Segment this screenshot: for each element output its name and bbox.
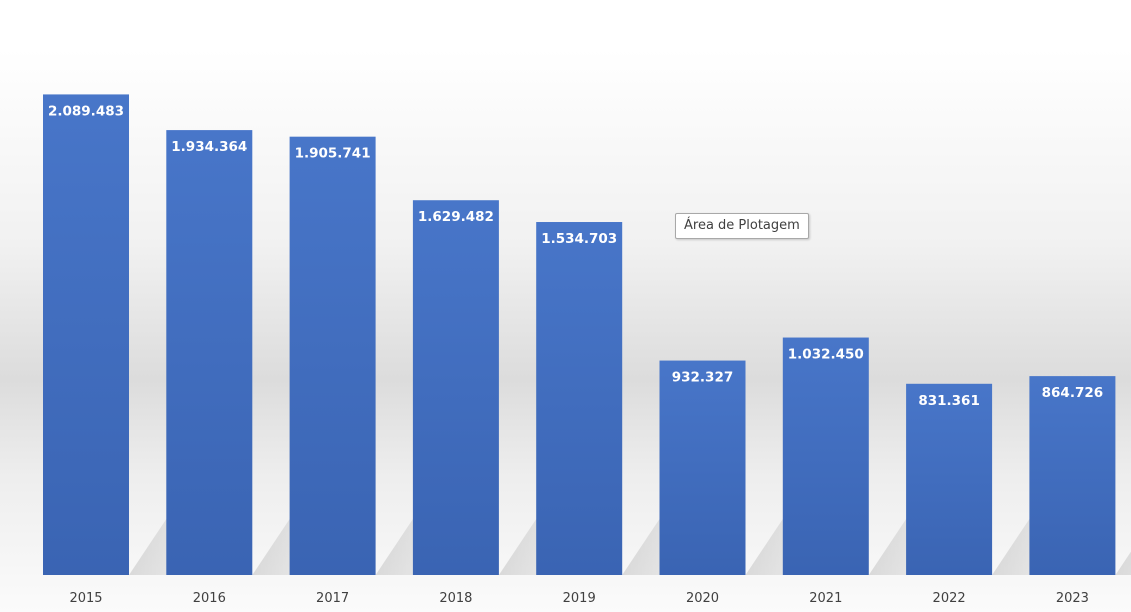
bar-2018[interactable] [412,200,499,575]
bar-2019[interactable] [536,222,623,575]
plot-area-tooltip: Área de Plotagem [675,213,809,239]
data-labels-group: 2.089.483 1.934.364 1.905.741 1.629.482 1.53… [48,103,1103,408]
bar-2020[interactable] [659,360,746,575]
x-tick-2019: 2019 [563,591,596,606]
bar-2017[interactable] [289,136,376,575]
data-label-2019: 1.534.703 [541,231,617,247]
data-label-2016: 1.934.364 [171,139,247,155]
bar-shadow [1115,551,1131,575]
x-tick-2023: 2023 [1056,591,1089,606]
data-label-2023: 864.726 [1042,385,1104,401]
data-label-2021: 1.032.450 [788,347,864,363]
data-label-2015: 2.089.483 [48,103,124,119]
data-label-2017: 1.905.741 [295,146,371,162]
x-tick-2016: 2016 [193,591,226,606]
x-tick-2015: 2015 [69,591,102,606]
bars-group [43,94,1116,575]
data-label-2018: 1.629.482 [418,209,494,225]
bar-2022[interactable] [906,383,993,575]
x-tick-2022: 2022 [933,591,966,606]
x-tick-2020: 2020 [686,591,719,606]
bar-2016[interactable] [166,130,253,575]
x-tick-2021: 2021 [809,591,842,606]
bar-2015[interactable] [43,94,129,575]
bar-2021[interactable] [782,337,869,575]
x-axis-ticks: 2015 2016 2017 2018 2019 2020 2021 2022 2023 [69,591,1088,606]
x-tick-2017: 2017 [316,591,349,606]
data-label-2020: 932.327 [672,370,734,386]
bar-2023[interactable] [1029,376,1116,575]
x-tick-2018: 2018 [439,591,472,606]
data-label-2022: 831.361 [918,393,980,409]
